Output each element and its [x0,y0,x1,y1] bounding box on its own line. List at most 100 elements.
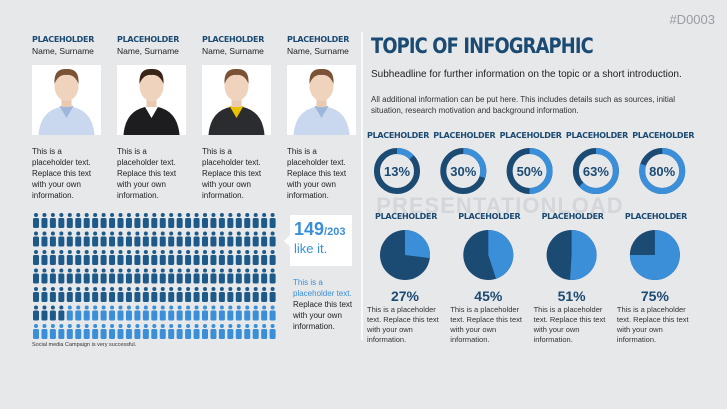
icon-body [210,236,217,247]
icon-head [42,287,47,291]
person-icon [185,268,192,284]
icon-head [50,268,55,273]
icon-body [193,329,200,339]
icon-head [135,287,140,291]
icon-body [244,310,251,321]
person-icon [58,287,65,302]
icon-body [33,273,39,284]
photo-body [293,106,350,135]
icon-head [186,287,191,291]
icon-head [93,305,98,310]
icon-body [33,236,39,247]
icon-head [101,287,106,291]
icon-body [185,236,192,247]
icon-body [75,218,82,228]
person-icon [33,324,39,339]
icon-body [100,273,107,284]
icon-body [176,292,183,302]
person-icon [202,287,208,302]
icon-body [168,292,175,302]
person-icon [33,268,39,284]
person-icon [252,324,259,339]
icon-head [110,213,115,217]
icon-body [75,292,82,302]
icon-body [244,273,251,284]
icon-head [42,324,47,328]
person-icon [261,213,268,228]
icon-body [244,236,251,247]
person-icon [218,231,225,247]
icon-head [93,268,98,273]
icon-body [176,329,183,339]
icon-head [101,250,106,254]
icon-head [270,305,275,310]
icon-body [83,236,90,247]
photo-neck [316,96,327,107]
pie-text: This is a placeholder text. Replace this… [367,305,439,344]
icon-body [168,273,175,284]
person-icon [235,324,242,339]
person-icon [185,324,192,339]
icon-head [253,250,258,254]
icon-head [135,231,140,236]
icon-body [193,255,200,265]
person-icon [109,305,116,321]
photo-body [38,106,95,135]
person-icon [66,268,73,284]
person-icon [269,213,276,228]
icon-head [118,231,123,236]
person-icon [49,324,56,339]
person-icon [210,250,217,265]
icon-body [125,273,132,284]
icon-head [236,213,241,217]
icon-head [194,305,199,310]
icon-head [160,287,165,291]
icon-body [134,329,141,339]
note-rest: Replace this text with your own informat… [293,300,353,331]
icon-body [134,292,141,302]
person-icon [100,213,107,228]
icon-head [42,268,47,273]
person-icon [75,324,82,339]
icon-head [169,305,174,310]
icon-head [76,287,81,291]
icon-body [100,310,107,321]
person-icon [244,324,251,339]
icon-head [270,287,275,291]
icon-body [202,292,208,302]
person-icon [210,287,217,302]
person-icon [75,268,82,284]
icon-body [142,329,149,339]
person-icon [218,287,225,302]
icon-body [193,273,200,284]
icon-head [228,213,233,217]
person-icon [49,287,56,302]
icon-body [117,310,124,321]
icon-body [269,292,276,302]
person-icon [134,305,141,321]
person-icon [185,250,192,265]
person-icon [33,231,39,247]
icon-body [58,310,65,321]
title: TOPIC OF INFOGRAPHIC [371,34,594,58]
person-icon [252,287,259,302]
person-icon [210,213,217,228]
watermark: PRESENTATIONLOAD [376,193,623,218]
icon-head [236,231,241,236]
person-icon [92,250,99,265]
person-icon [218,268,225,284]
person-name: Name, Surname [287,46,349,56]
icon-body [33,255,39,265]
icon-head [177,231,182,236]
icon-body [218,292,225,302]
icon-body [92,255,99,265]
person-text: This is a placeholder text. Replace this… [202,147,262,200]
icon-head [67,231,72,236]
icon-head [245,250,250,254]
icon-body [142,255,149,265]
pie-value: 51% [558,288,587,304]
icon-body [252,218,259,228]
person-icon [235,231,242,247]
person-icon [193,231,200,247]
icon-head [186,324,191,328]
